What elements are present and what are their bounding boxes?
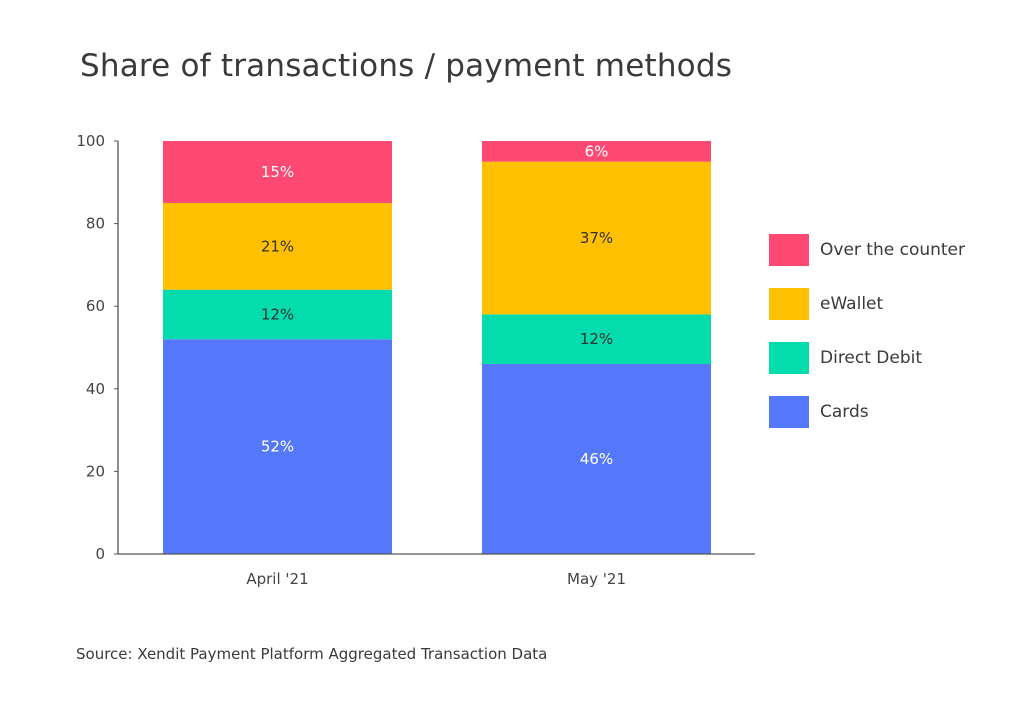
bar-segment-ewallet-may-21 (482, 161, 711, 315)
data-label-over-the-counter-april-21: 15% (261, 163, 294, 181)
data-label-over-the-counter-may-21: 6% (585, 142, 609, 160)
y-tick-label-100: 100 (76, 132, 105, 150)
legend-swatch-over-the-counter (769, 234, 809, 266)
x-tick-label-april-21: April '21 (246, 570, 308, 588)
legend-label-ewallet: eWallet (820, 294, 884, 314)
bar-segment-ewallet-april-21 (163, 202, 392, 290)
data-label-direct-debit-may-21: 12% (580, 330, 613, 348)
source-note: Source: Xendit Payment Platform Aggregat… (76, 645, 548, 663)
bar-labels-layer: 52% 12% 21% 15% 46% 12% 37% 6% (261, 142, 613, 468)
data-label-cards-may-21: 46% (580, 450, 613, 468)
legend-swatch-ewallet (769, 288, 809, 320)
bar-segment-direct-debit-april-21 (163, 289, 392, 340)
bar-segment-direct-debit-may-21 (482, 314, 711, 365)
data-label-cards-april-21: 52% (261, 438, 294, 456)
x-tick-label-may-21: May '21 (567, 570, 626, 588)
bar-segment-over-the-counter-may-21 (482, 141, 711, 162)
data-label-ewallet-april-21: 21% (261, 237, 294, 255)
axes-layer: April '21 May '21 0 20 40 60 80 100 (76, 132, 755, 588)
chart-title: Share of transactions / payment methods (80, 48, 733, 84)
legend-label-over-the-counter: Over the counter (820, 240, 965, 260)
bar-segment-cards-april-21 (163, 339, 392, 554)
bar-segment-cards-may-21 (482, 364, 711, 554)
bars-layer (163, 141, 711, 554)
legend-label-cards: Cards (820, 402, 869, 422)
y-tick-label-40: 40 (86, 380, 105, 398)
data-label-direct-debit-april-21: 12% (261, 305, 294, 323)
legend-swatch-direct-debit (769, 342, 809, 374)
y-tick-label-80: 80 (86, 215, 105, 233)
legend-swatch-cards (769, 396, 809, 428)
legend-label-direct-debit: Direct Debit (820, 348, 922, 368)
y-tick-label-0: 0 (95, 545, 105, 563)
bar-segment-over-the-counter-april-21 (163, 141, 392, 203)
data-label-ewallet-may-21: 37% (580, 229, 613, 247)
y-tick-label-20: 20 (86, 462, 105, 480)
legend: Over the counter eWallet Direct Debit Cards (769, 234, 965, 428)
y-tick-label-60: 60 (86, 297, 105, 315)
